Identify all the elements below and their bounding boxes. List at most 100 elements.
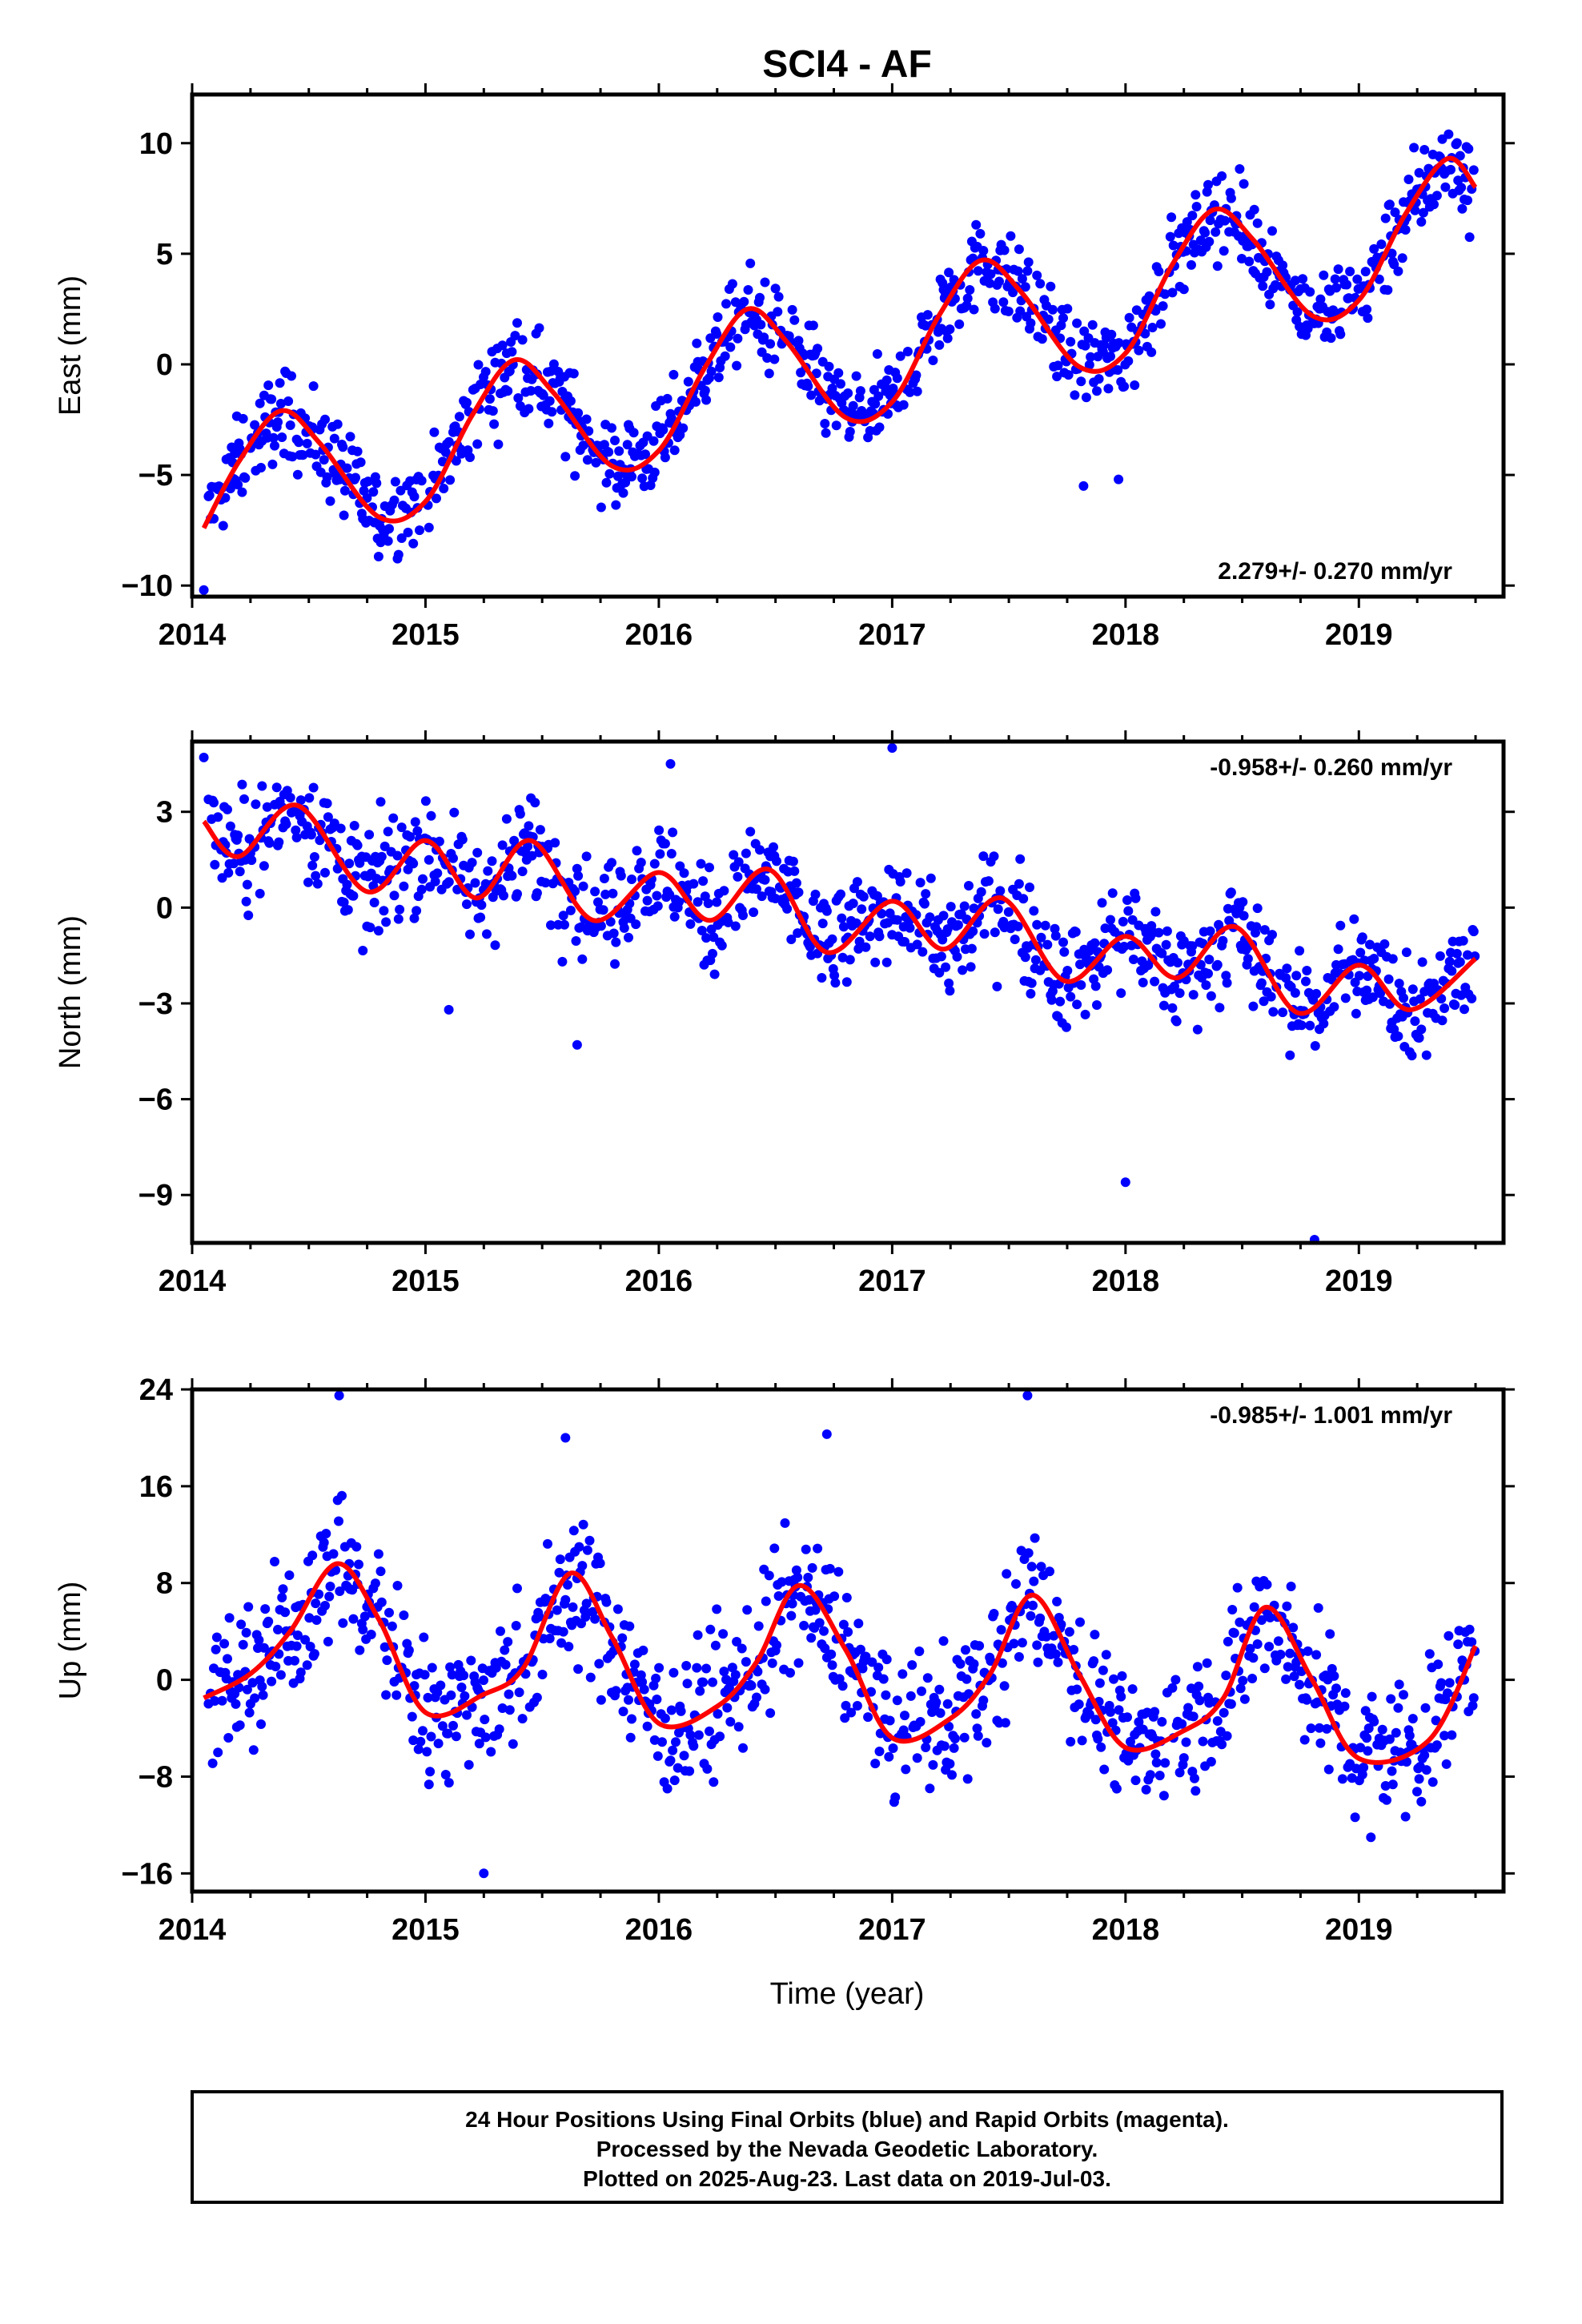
data-point (741, 1657, 751, 1667)
y-axis-label: East (mm) (54, 275, 87, 416)
data-point (1403, 175, 1414, 184)
data-point (595, 1558, 605, 1569)
data-point (476, 900, 487, 911)
data-point (1154, 927, 1164, 938)
data-point (745, 826, 756, 837)
data-point (1410, 205, 1420, 215)
data-point (1212, 1716, 1223, 1726)
data-point (821, 906, 832, 916)
data-point (409, 913, 420, 923)
data-point (532, 888, 542, 899)
data-point (989, 1609, 999, 1618)
data-point (944, 267, 954, 278)
data-point (373, 552, 383, 561)
data-point (302, 438, 312, 448)
data-point (789, 866, 800, 876)
data-point (319, 1538, 329, 1548)
data-point (969, 304, 979, 315)
data-point (1441, 1759, 1452, 1769)
data-point (725, 342, 736, 352)
data-point (1192, 1024, 1203, 1035)
data-point (590, 1614, 600, 1624)
data-point (655, 849, 665, 859)
data-point (769, 1543, 780, 1554)
data-point (1283, 1662, 1293, 1672)
data-point (1211, 227, 1221, 237)
data-point (841, 977, 852, 987)
data-point (1162, 926, 1172, 936)
data-point (444, 1778, 454, 1788)
scatter-points (199, 129, 1479, 595)
data-point (1033, 1657, 1043, 1667)
data-point (1355, 947, 1366, 958)
data-point (973, 266, 983, 276)
data-point (1046, 995, 1057, 1005)
data-point (1203, 179, 1213, 190)
data-point (1092, 1000, 1102, 1010)
data-point (1319, 1019, 1329, 1029)
data-point (1419, 1750, 1430, 1760)
data-point (544, 418, 554, 428)
data-point (1258, 281, 1268, 292)
data-point (223, 804, 232, 814)
y-tick-label: −9 (139, 1179, 173, 1212)
data-point (287, 371, 296, 381)
data-point (1379, 939, 1390, 949)
data-point (827, 1660, 837, 1671)
data-point (657, 1737, 667, 1747)
data-point (685, 1730, 696, 1740)
data-point (629, 1659, 640, 1670)
data-point (975, 228, 986, 239)
data-point (873, 391, 884, 401)
data-point (1229, 1628, 1239, 1638)
data-point (239, 794, 249, 804)
data-point (1130, 380, 1140, 390)
data-point (311, 870, 321, 881)
data-point (705, 1624, 716, 1634)
data-point (273, 417, 283, 428)
data-point (384, 1607, 394, 1618)
data-point (443, 1728, 453, 1739)
data-point (1262, 1579, 1272, 1590)
data-point (1323, 1764, 1334, 1775)
y-tick-label: 5 (156, 238, 173, 271)
data-point (1066, 1736, 1076, 1747)
x-tick-label: 2018 (1092, 618, 1160, 652)
data-point (267, 1676, 277, 1687)
data-point (560, 1594, 571, 1605)
data-point (416, 476, 427, 486)
data-point (945, 324, 955, 335)
data-point (708, 948, 717, 959)
data-point (578, 1519, 588, 1530)
data-point (938, 935, 948, 945)
data-point (593, 897, 603, 907)
data-point (303, 877, 313, 887)
data-point (669, 911, 680, 922)
data-point (1383, 285, 1393, 296)
data-point (934, 340, 945, 350)
x-tick-label: 2017 (858, 1913, 926, 1947)
data-point (448, 1720, 458, 1731)
data-point (314, 1589, 324, 1599)
data-point (888, 1743, 898, 1753)
data-point (454, 412, 464, 422)
data-point (683, 376, 693, 387)
data-point (638, 1645, 648, 1655)
data-point (1026, 1610, 1036, 1621)
data-point (1226, 193, 1236, 203)
data-point (1106, 352, 1115, 361)
data-point (1026, 1562, 1037, 1572)
data-point (259, 861, 269, 871)
data-point (851, 371, 861, 381)
data-point (423, 1692, 433, 1703)
data-point (1340, 993, 1351, 1003)
data-point (596, 1695, 606, 1705)
data-point (242, 1684, 252, 1695)
data-point-outlier (887, 743, 897, 753)
data-point (873, 1663, 884, 1673)
data-point (558, 911, 568, 921)
data-point (841, 1593, 852, 1602)
data-point (1412, 1787, 1422, 1797)
data-point (1160, 1758, 1170, 1768)
data-point (992, 981, 1002, 991)
